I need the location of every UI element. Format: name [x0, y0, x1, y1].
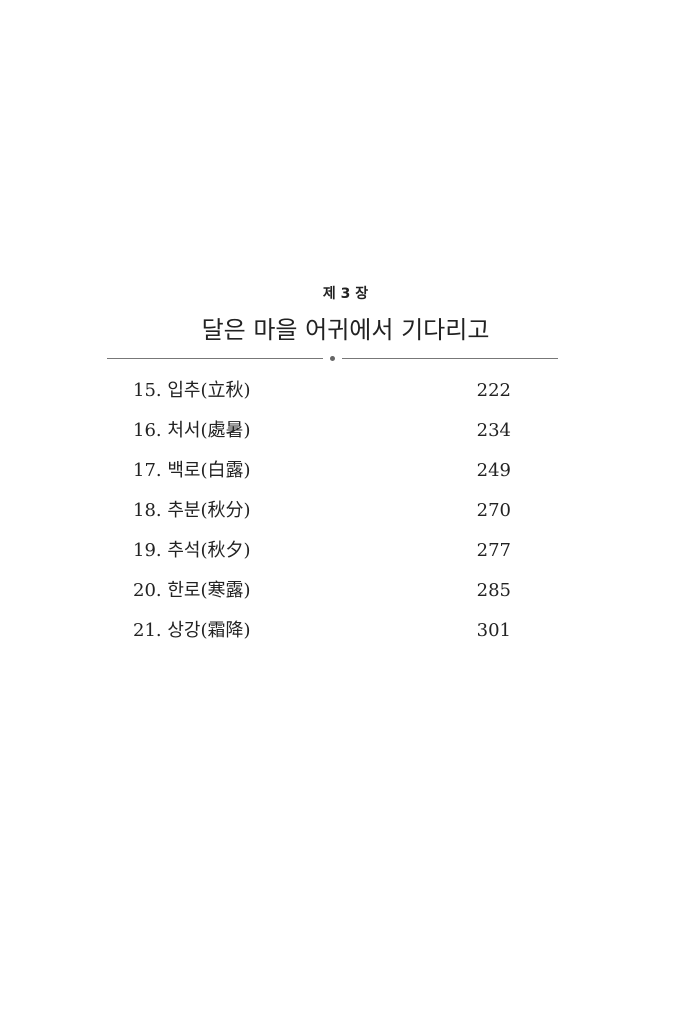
divider-left — [107, 358, 323, 359]
entry-title: 15. 입추(立秋) — [133, 380, 251, 401]
toc-entry[interactable]: 15. 입추(立秋) 222 — [133, 378, 511, 418]
divider-right — [342, 358, 558, 359]
divider-dot — [330, 356, 335, 361]
entry-page: 285 — [476, 580, 511, 601]
entry-page: 222 — [476, 380, 511, 401]
toc-entry[interactable]: 20. 한로(寒露) 285 — [133, 578, 511, 618]
entry-title: 20. 한로(寒露) — [133, 580, 251, 601]
chapter-label: 제 3 장 — [322, 286, 369, 302]
entry-title: 18. 추분(秋分) — [133, 500, 251, 521]
entry-page: 270 — [476, 500, 511, 521]
toc-entry[interactable]: 17. 백로(白露) 249 — [133, 458, 511, 498]
entry-title: 17. 백로(白露) — [133, 460, 251, 481]
entry-title: 16. 처서(處暑) — [133, 420, 251, 441]
entry-page: 277 — [476, 540, 511, 561]
entry-page: 301 — [476, 620, 511, 641]
toc-list: 15. 입추(立秋) 222 16. 처서(處暑) 234 17. 백로(白露) 24… — [133, 378, 511, 658]
toc-entry[interactable]: 16. 처서(處暑) 234 — [133, 418, 511, 458]
toc-entry[interactable]: 18. 추분(秋分) 270 — [133, 498, 511, 538]
entry-page: 234 — [476, 420, 511, 441]
chapter-title: 달은 마을 어귀에서 기다리고 — [201, 316, 490, 344]
toc-entry[interactable]: 19. 추석(秋夕) 277 — [133, 538, 511, 578]
toc-entry[interactable]: 21. 상강(霜降) 301 — [133, 618, 511, 658]
entry-title: 21. 상강(霜降) — [133, 620, 251, 641]
entry-title: 19. 추석(秋夕) — [133, 540, 251, 561]
entry-page: 249 — [476, 460, 511, 481]
